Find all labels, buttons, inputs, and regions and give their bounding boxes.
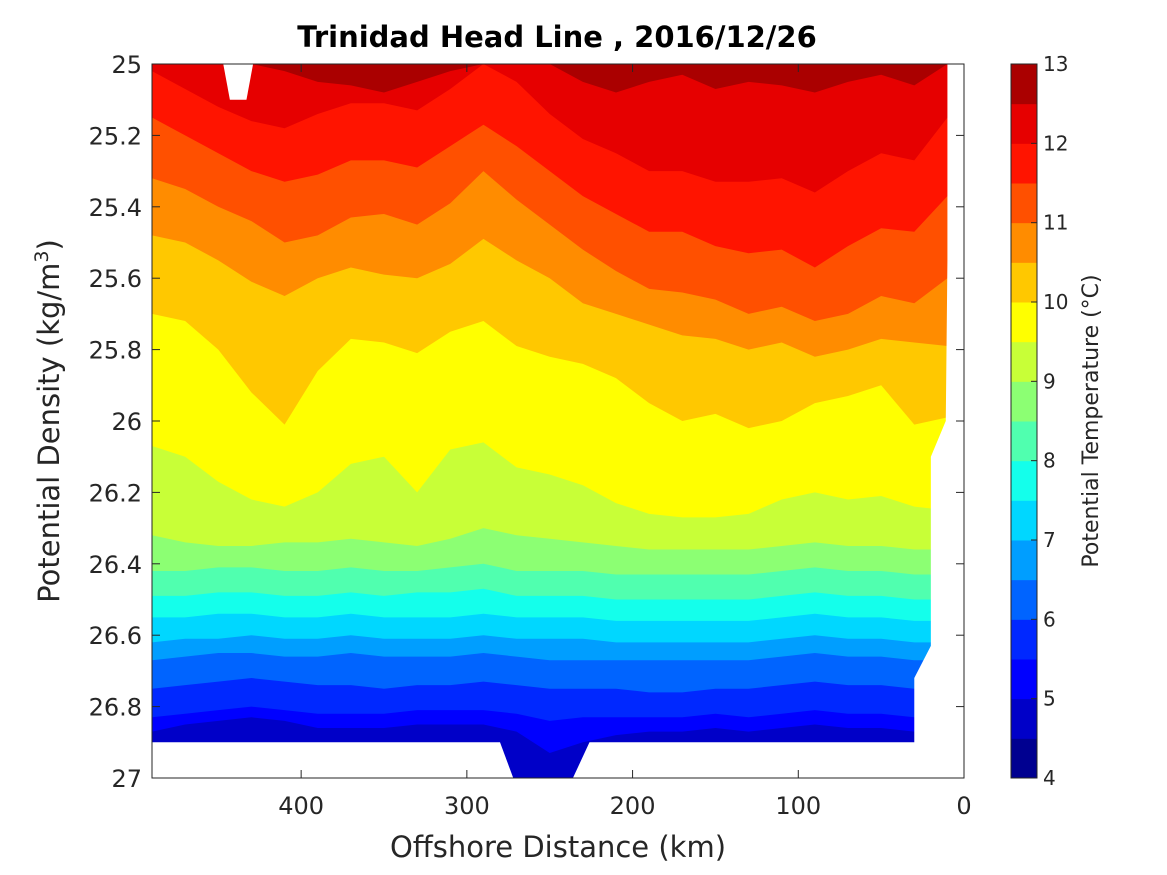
x-tick-label: 100 — [775, 792, 821, 820]
x-axis: 400 300 200 100 0 — [278, 64, 972, 820]
y-tick-label: 25.4 — [89, 194, 142, 222]
colorbar-segment — [1011, 262, 1037, 303]
band-above-12.5 — [152, 64, 948, 93]
colorbar-segment — [1011, 659, 1037, 700]
colorbar-segment — [1011, 381, 1037, 422]
colorbar-segment — [1011, 540, 1037, 581]
colorbar-segment — [1011, 64, 1037, 105]
y-axis-label-superscript: 3 — [31, 250, 53, 262]
y-tick-label: 25.6 — [89, 265, 142, 293]
y-tick-label: 26 — [111, 408, 142, 436]
colorbar-segment — [1011, 619, 1037, 660]
colorbar-segment — [1011, 302, 1037, 343]
y-axis-label-main: Potential Density (kg/m — [32, 263, 66, 603]
x-tick-label: 0 — [956, 792, 971, 820]
colorbar-segment — [1011, 183, 1037, 224]
y-axis: 25 25.2 25.4 25.6 25.8 26 26.2 26.4 26.6 26.8 27 — [89, 51, 964, 793]
colorbar-tick-label: 11 — [1043, 211, 1068, 235]
band-above-12 — [152, 64, 948, 193]
colorbar-segment — [1011, 143, 1037, 184]
plot-area — [152, 64, 964, 778]
no-data-bottom — [152, 742, 514, 778]
colorbar-tick-label: 12 — [1043, 131, 1068, 155]
y-axis-label: Potential Density (kg/m3) — [31, 239, 66, 603]
colorbar: 4 5 6 7 8 9 10 11 12 13 — [1010, 52, 1068, 790]
contour-bands — [152, 64, 964, 778]
no-data-bottom-2 — [572, 64, 964, 778]
colorbar-tick-label: 9 — [1043, 369, 1056, 393]
colorbar-label: Potential Temperature (°C) — [1079, 274, 1104, 567]
colorbar-segment — [1011, 698, 1037, 739]
x-tick-label: 200 — [610, 792, 656, 820]
x-axis-label: Offshore Distance (km) — [390, 830, 726, 864]
colorbar-tick-label: 7 — [1043, 528, 1056, 552]
colorbar-segment — [1011, 460, 1037, 501]
colorbar-segment — [1011, 738, 1037, 779]
chart-title: Trinidad Head Line , 2016/12/26 — [297, 20, 817, 54]
no-data-mask — [152, 64, 964, 778]
colorbar-segment — [1011, 341, 1037, 382]
colorbar-tick-label: 6 — [1043, 607, 1056, 631]
y-tick-label: 26.4 — [89, 551, 142, 579]
y-tick-label: 26.8 — [89, 694, 142, 722]
x-tick-label: 300 — [444, 792, 490, 820]
colorbar-tick-label: 8 — [1043, 449, 1056, 473]
colorbar-segment — [1011, 222, 1037, 263]
y-tick-label: 25 — [111, 51, 142, 79]
colorbar-tick-label: 13 — [1043, 52, 1068, 76]
y-axis-label-end: ) — [32, 239, 66, 250]
colorbar-tick-label: 4 — [1043, 766, 1056, 790]
colorbar-segment — [1011, 103, 1037, 144]
colorbar-tick-label: 5 — [1043, 687, 1056, 711]
y-tick-label: 26.2 — [89, 479, 142, 507]
y-tick-label: 25.8 — [89, 337, 142, 365]
colorbar-segment — [1011, 421, 1037, 462]
y-tick-label: 27 — [111, 765, 142, 793]
colorbar-frame — [1010, 63, 1038, 779]
y-tick-label: 25.2 — [89, 122, 142, 150]
colorbar-tick-label: 10 — [1043, 290, 1068, 314]
colorbar-segment — [1011, 579, 1037, 620]
y-tick-label: 26.6 — [89, 622, 142, 650]
missing-top-notch — [223, 64, 254, 100]
colorbar-segment — [1011, 500, 1037, 541]
x-tick-label: 400 — [278, 792, 324, 820]
